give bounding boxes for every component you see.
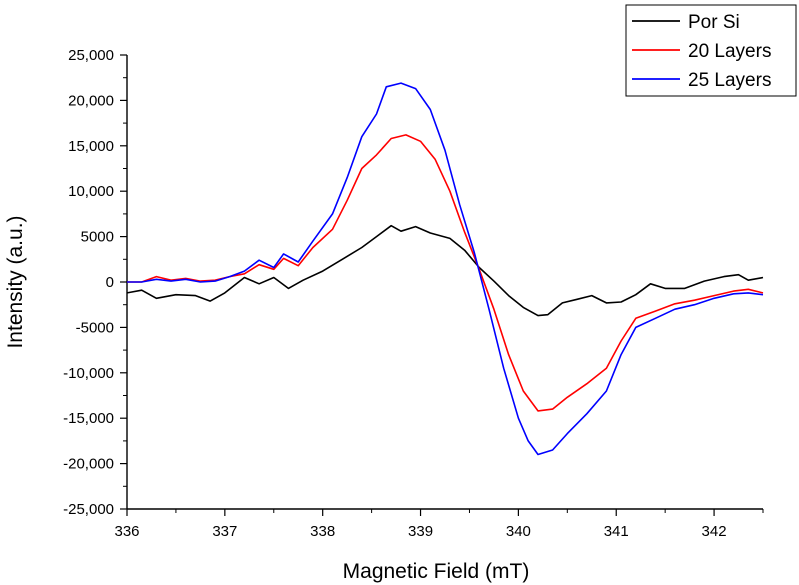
y-tick-label: 5000 xyxy=(81,229,114,246)
y-tick-label: -10,000 xyxy=(63,365,114,382)
axes xyxy=(126,55,763,510)
y-tick-label: 25,000 xyxy=(68,47,114,64)
y-tick-label: 15,000 xyxy=(68,138,114,155)
legend-label-25-layers: 25 Layers xyxy=(688,70,771,91)
x-tick-label: 339 xyxy=(408,523,433,540)
legend-label-20-layers: 20 Layers xyxy=(688,41,771,62)
legend-label-por-si: Por Si xyxy=(688,12,740,33)
x-axis-title: Magnetic Field (mT) xyxy=(343,560,530,583)
series-line-25-layers xyxy=(127,82,764,456)
y-tick-label: -15,000 xyxy=(63,410,114,427)
series-line-por-si xyxy=(126,224,764,317)
series-lines xyxy=(126,82,764,456)
y-tick-label: -25,000 xyxy=(63,501,114,518)
ticks: 336 337 338 339 340 341 342 25,000 20,000 15,000 1… xyxy=(63,47,764,540)
series-line-20-layers xyxy=(127,134,764,412)
x-tick-label: 341 xyxy=(604,523,629,540)
y-tick-label: -20,000 xyxy=(63,456,114,473)
x-tick-label: 342 xyxy=(702,523,727,540)
y-tick-label: 20,000 xyxy=(68,92,114,109)
y-tick-label: 10,000 xyxy=(68,183,114,200)
x-tick-label: 336 xyxy=(114,523,139,540)
x-tick-label: 338 xyxy=(310,523,335,540)
legend: Por Si 20 Layers 25 Layers xyxy=(625,4,797,97)
y-axis-title: Intensity (a.u.) xyxy=(4,215,27,348)
x-tick-label: 340 xyxy=(506,523,531,540)
x-tick-label: 337 xyxy=(212,523,237,540)
y-tick-label: -5000 xyxy=(76,319,114,336)
y-tick-label: 0 xyxy=(106,274,114,291)
